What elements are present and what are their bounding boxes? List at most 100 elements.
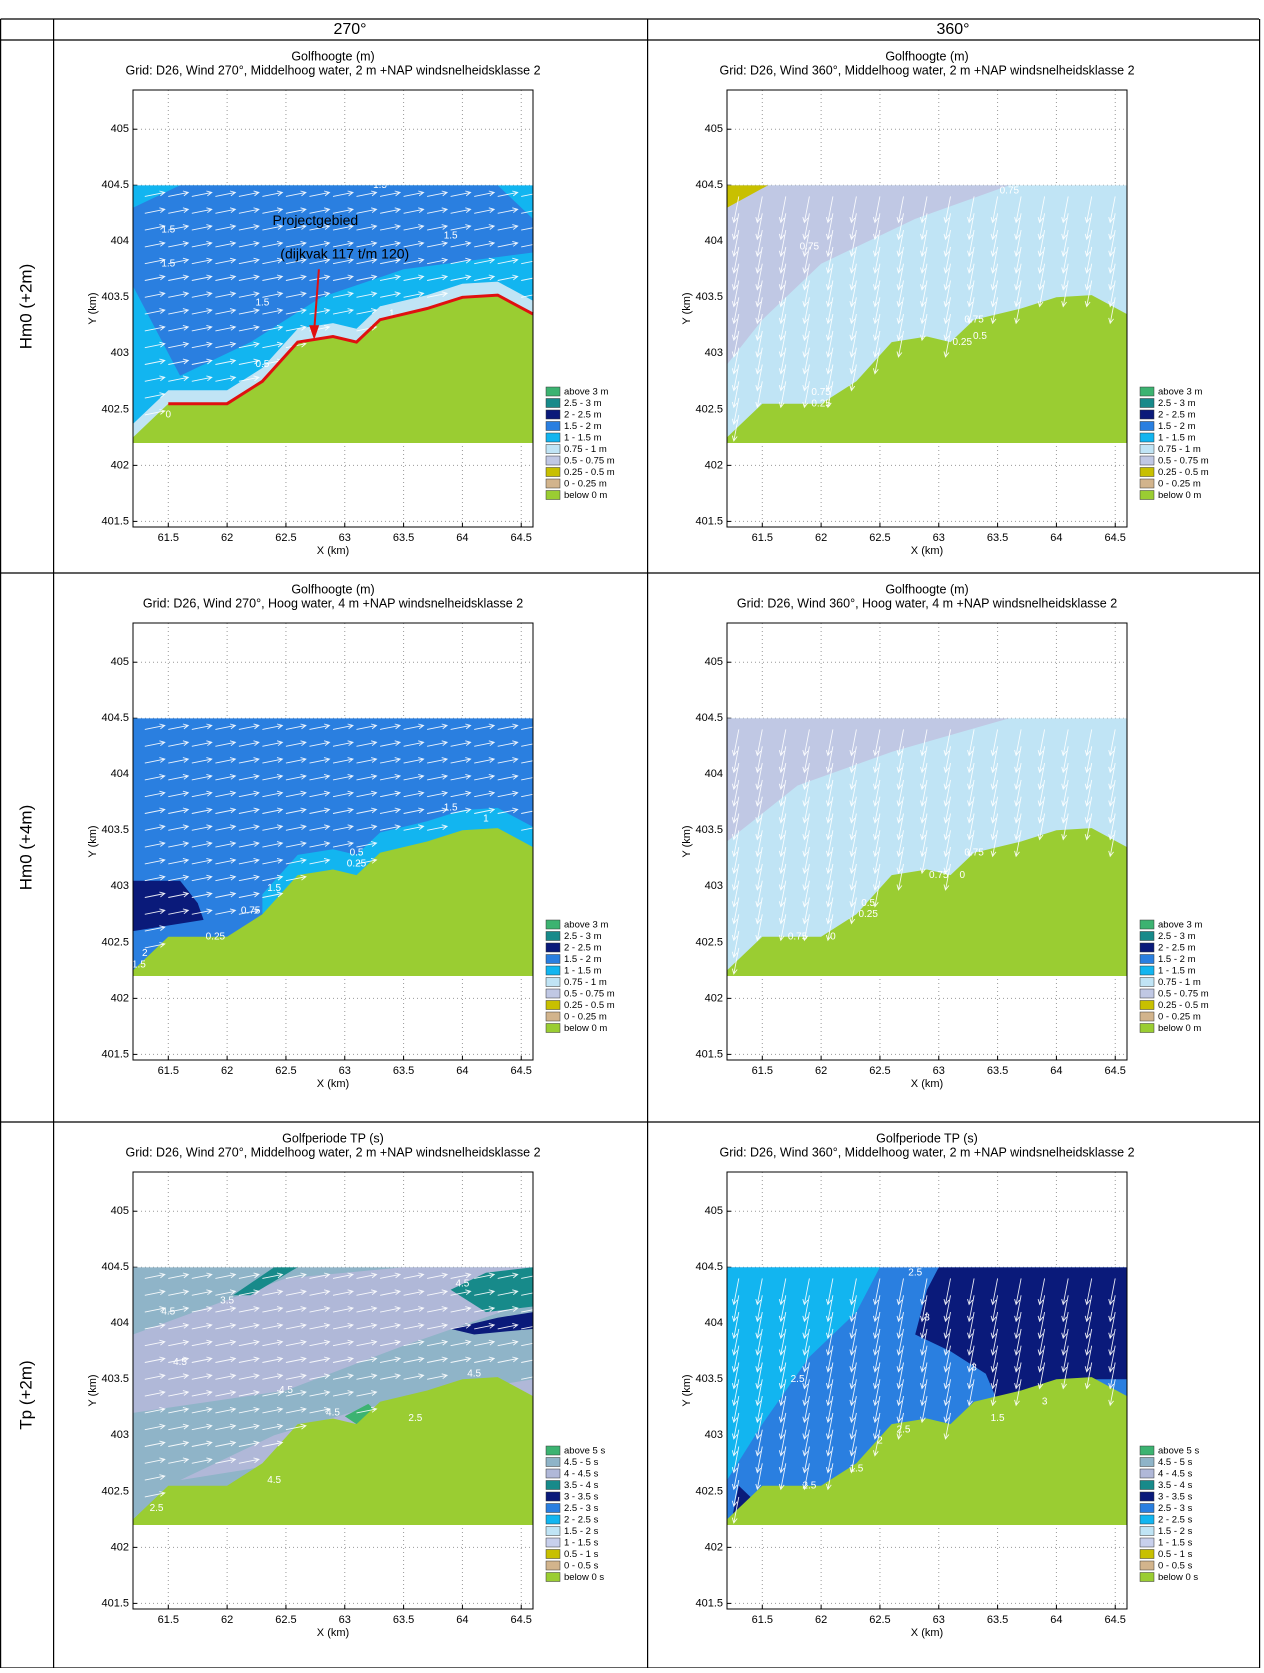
legend-swatch — [1139, 1023, 1155, 1033]
legend-swatch — [545, 1572, 561, 1582]
plot-title: Golfperiode TP (s) — [282, 1131, 384, 1145]
wind-arrows — [731, 1278, 1116, 1524]
legend-swatch — [1139, 1445, 1155, 1456]
legend-label: 1.5 - 2 m — [1158, 421, 1196, 432]
field: 4.5 3.5 4.5 4.5 4.5 4.5 4.5 2.5 4.5 2.5 — [133, 1267, 533, 1525]
annotation-arrow — [313, 269, 320, 331]
legend-swatch — [1139, 421, 1155, 431]
x-tick-label: 64 — [1050, 1614, 1062, 1626]
y-tick-label: 402.5 — [695, 403, 723, 415]
x-axis-label: X (km) — [317, 1078, 349, 1090]
y-tick-label: 404 — [111, 1317, 129, 1329]
contour-label: 1.5 — [267, 883, 281, 894]
contour-label: 1.5 — [849, 1464, 863, 1475]
land — [727, 1377, 1127, 1525]
contour-label: 0.75 — [241, 906, 261, 917]
x-tick-label: 62 — [221, 1065, 233, 1077]
y-tick-label: 401.5 — [101, 515, 129, 527]
legend-label: 3.5 - 4 s — [1158, 1480, 1193, 1491]
x-axis-label: X (km) — [911, 545, 943, 557]
plot: Golfhoogte (m)Grid: D26, Wind 270°, Hoog… — [87, 582, 615, 1090]
legend-label: 0.5 - 0.75 m — [564, 456, 615, 467]
contour-label: 0.25 — [347, 859, 367, 870]
legend-label: below 0 m — [564, 490, 607, 501]
legend-swatch — [1139, 409, 1155, 420]
legend-swatch — [1139, 931, 1155, 941]
y-tick-label: 403.5 — [695, 1373, 723, 1385]
y-tick-label: 401.5 — [101, 1048, 129, 1060]
legend-swatch — [1139, 1572, 1155, 1582]
land — [133, 295, 533, 443]
x-tick-label: 64 — [1050, 532, 1062, 544]
legend-swatch — [545, 1000, 561, 1010]
legend-label: 2 - 2.5 m — [564, 410, 602, 421]
legend-label: 0 - 0.25 m — [564, 1012, 607, 1023]
axes-frame — [132, 622, 534, 1061]
x-tick-label: 62.5 — [275, 1614, 296, 1626]
legend-swatch — [545, 478, 561, 489]
x-tick-label: 63.5 — [393, 1614, 414, 1626]
contour-label: 0.25 — [953, 337, 973, 348]
y-tick-label: 401.5 — [101, 1597, 129, 1609]
legend-label: 1.5 - 2 m — [564, 954, 602, 965]
x-tick-label: 61.5 — [158, 1065, 179, 1077]
contour-label: 0.75 — [811, 387, 831, 398]
contour-label: 3 — [971, 1363, 977, 1374]
x-tick-label: 63 — [339, 1614, 351, 1626]
land — [727, 828, 1127, 976]
annotation: Projectgebied — [273, 212, 359, 228]
legend-swatch — [1139, 1537, 1155, 1548]
legend-swatch — [1139, 1514, 1155, 1525]
y-tick-label: 405 — [705, 1205, 723, 1217]
plot-subtitle: Grid: D26, Wind 360°, Middelhoog water, … — [719, 1145, 1134, 1159]
x-axis-label: X (km) — [911, 1627, 943, 1639]
legend-label: below 0 m — [1158, 1023, 1201, 1034]
y-axis-label: Y (km) — [87, 1374, 99, 1406]
legend-swatch — [545, 919, 561, 930]
contour-label: 0.75 — [929, 870, 949, 881]
field-region — [450, 1312, 533, 1335]
legend-swatch — [545, 1526, 561, 1536]
y-tick-label: 403 — [111, 880, 129, 892]
legend-label: 2 - 2.5 s — [564, 1515, 599, 1526]
field-region — [727, 718, 1010, 842]
y-tick-label: 405 — [705, 656, 723, 668]
x-axis-label: X (km) — [911, 1078, 943, 1090]
x-tick-label: 64.5 — [1105, 1614, 1126, 1626]
contour-label: 2.5 — [802, 1480, 816, 1491]
axes-frame — [726, 1171, 1128, 1610]
legend-swatch — [1139, 988, 1155, 999]
plot-subtitle: Grid: D26, Wind 360°, Middelhoog water, … — [719, 63, 1134, 77]
legend-swatch — [545, 931, 561, 941]
contour-label: 1 — [389, 309, 395, 320]
x-tick-label: 64 — [456, 1065, 468, 1077]
x-tick-label: 62.5 — [869, 1065, 890, 1077]
contour-label: 4.5 — [267, 1475, 281, 1486]
legend-label: 0.75 - 1 m — [564, 444, 607, 455]
legend-swatch — [1139, 490, 1155, 500]
legend-label: 0.75 - 1 m — [1158, 444, 1201, 455]
contour-label: 0.5 — [973, 331, 987, 342]
x-tick-label: 64 — [1050, 1065, 1062, 1077]
legend-swatch — [1139, 444, 1155, 454]
legend-swatch — [1139, 1503, 1155, 1513]
legend-swatch — [545, 954, 561, 964]
y-tick-label: 403 — [111, 1429, 129, 1441]
y-tick-label: 401.5 — [695, 515, 723, 527]
legend-label: below 0 s — [1158, 1572, 1198, 1583]
wind-arrows — [144, 190, 533, 416]
legend-swatch — [545, 988, 561, 999]
plot: Golfhoogte (m)Grid: D26, Wind 270°, Midd… — [87, 49, 615, 557]
contour-label: 1.5 — [161, 225, 175, 236]
y-tick-label: 401.5 — [695, 1597, 723, 1609]
legend-label: 3 - 3.5 s — [564, 1492, 599, 1503]
contour-label: 0.75 — [1000, 185, 1020, 196]
legend-label: 1.5 - 2 s — [564, 1526, 599, 1537]
contour-label: 0.75 — [964, 314, 984, 325]
legend-swatch — [545, 977, 561, 987]
contour-label: 0.75 — [788, 931, 808, 942]
legend-label: 0.5 - 1 s — [1158, 1549, 1193, 1560]
column-header: 270° — [333, 21, 366, 38]
